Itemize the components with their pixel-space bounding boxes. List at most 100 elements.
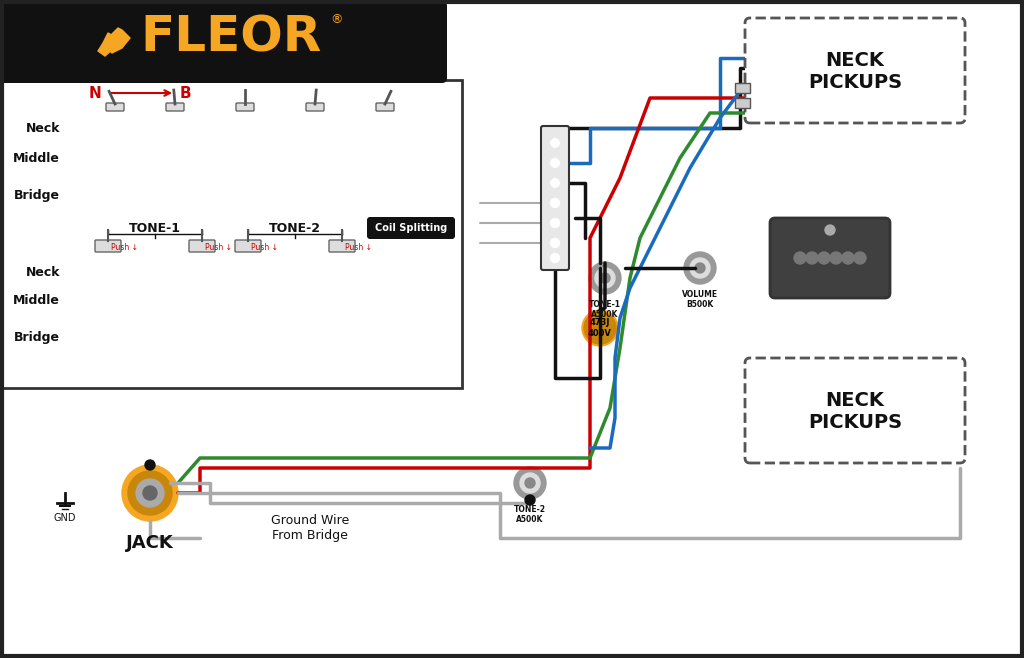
Circle shape — [830, 252, 842, 264]
FancyBboxPatch shape — [86, 176, 144, 212]
Text: Push ↓: Push ↓ — [345, 243, 372, 253]
FancyBboxPatch shape — [166, 103, 184, 111]
Circle shape — [854, 252, 866, 264]
Text: 473J
400V: 473J 400V — [588, 318, 612, 338]
FancyBboxPatch shape — [146, 113, 204, 149]
Circle shape — [520, 473, 540, 493]
FancyBboxPatch shape — [745, 358, 965, 463]
FancyBboxPatch shape — [541, 126, 569, 270]
Circle shape — [584, 312, 616, 344]
FancyBboxPatch shape — [146, 149, 204, 169]
Text: B: B — [179, 86, 190, 101]
Circle shape — [525, 495, 535, 505]
FancyBboxPatch shape — [306, 103, 324, 111]
Circle shape — [551, 179, 559, 187]
Text: Middle: Middle — [13, 151, 60, 164]
Circle shape — [143, 486, 157, 500]
Circle shape — [551, 253, 559, 263]
Circle shape — [551, 159, 559, 168]
Text: Push ↓: Push ↓ — [111, 243, 138, 253]
Circle shape — [122, 465, 178, 521]
Text: Neck: Neck — [26, 122, 60, 134]
FancyBboxPatch shape — [79, 320, 137, 356]
Circle shape — [551, 238, 559, 247]
Circle shape — [551, 218, 559, 228]
Circle shape — [551, 199, 559, 207]
FancyBboxPatch shape — [219, 255, 278, 291]
Circle shape — [136, 479, 164, 507]
FancyBboxPatch shape — [313, 255, 371, 291]
FancyBboxPatch shape — [376, 103, 394, 111]
FancyBboxPatch shape — [735, 83, 750, 93]
FancyBboxPatch shape — [770, 218, 890, 298]
FancyBboxPatch shape — [234, 240, 261, 252]
FancyBboxPatch shape — [219, 290, 278, 310]
FancyBboxPatch shape — [313, 290, 371, 310]
Text: TONE-2
A500K: TONE-2 A500K — [514, 505, 546, 524]
Text: Coil Splitting: Coil Splitting — [375, 223, 447, 233]
Text: TONE-1
A500K: TONE-1 A500K — [589, 300, 621, 319]
Circle shape — [551, 138, 559, 147]
FancyBboxPatch shape — [313, 320, 371, 356]
Text: Push ↓: Push ↓ — [205, 243, 232, 253]
FancyBboxPatch shape — [735, 98, 750, 108]
Text: Bridge: Bridge — [14, 190, 60, 203]
Circle shape — [842, 252, 854, 264]
FancyBboxPatch shape — [216, 149, 274, 169]
Polygon shape — [105, 28, 130, 53]
FancyBboxPatch shape — [86, 149, 144, 169]
FancyBboxPatch shape — [286, 149, 344, 169]
FancyBboxPatch shape — [286, 176, 344, 212]
Circle shape — [595, 268, 615, 288]
Polygon shape — [98, 33, 115, 56]
Circle shape — [825, 225, 835, 235]
FancyBboxPatch shape — [745, 18, 965, 123]
FancyBboxPatch shape — [173, 290, 231, 310]
Circle shape — [818, 252, 830, 264]
Circle shape — [589, 262, 621, 294]
Text: Ground Wire
From Bridge: Ground Wire From Bridge — [271, 514, 349, 542]
FancyBboxPatch shape — [286, 113, 344, 149]
Text: GND: GND — [53, 513, 76, 523]
FancyBboxPatch shape — [356, 176, 414, 212]
Text: Push ↓: Push ↓ — [251, 243, 278, 253]
FancyBboxPatch shape — [86, 113, 144, 149]
Text: N: N — [89, 86, 101, 101]
Text: NECK
PICKUPS: NECK PICKUPS — [808, 390, 902, 432]
FancyBboxPatch shape — [2, 80, 462, 388]
Circle shape — [551, 178, 559, 188]
Circle shape — [514, 467, 546, 499]
FancyBboxPatch shape — [146, 176, 204, 212]
FancyBboxPatch shape — [216, 176, 274, 212]
Circle shape — [806, 252, 818, 264]
FancyBboxPatch shape — [173, 320, 231, 356]
FancyBboxPatch shape — [329, 240, 355, 252]
Text: VOLUME
B500K: VOLUME B500K — [682, 290, 718, 309]
Circle shape — [695, 263, 705, 273]
FancyBboxPatch shape — [236, 103, 254, 111]
FancyBboxPatch shape — [173, 255, 231, 291]
Text: Neck: Neck — [26, 266, 60, 280]
Circle shape — [582, 310, 618, 346]
Text: TONE-1: TONE-1 — [129, 222, 181, 234]
Text: ®: ® — [330, 14, 342, 26]
Circle shape — [525, 478, 535, 488]
FancyBboxPatch shape — [219, 320, 278, 356]
Circle shape — [551, 159, 559, 167]
Text: Bridge: Bridge — [14, 332, 60, 345]
FancyBboxPatch shape — [79, 290, 137, 310]
Text: TONE-2: TONE-2 — [269, 222, 321, 234]
FancyBboxPatch shape — [367, 217, 455, 239]
Text: NECK
PICKUPS: NECK PICKUPS — [808, 51, 902, 91]
Circle shape — [794, 252, 806, 264]
FancyBboxPatch shape — [356, 113, 414, 149]
Circle shape — [145, 460, 155, 470]
Circle shape — [551, 139, 559, 147]
FancyBboxPatch shape — [0, 1, 447, 83]
Circle shape — [128, 471, 172, 515]
FancyBboxPatch shape — [106, 103, 124, 111]
Text: Middle: Middle — [13, 293, 60, 307]
FancyBboxPatch shape — [356, 149, 414, 169]
Circle shape — [600, 273, 610, 283]
Circle shape — [684, 252, 716, 284]
